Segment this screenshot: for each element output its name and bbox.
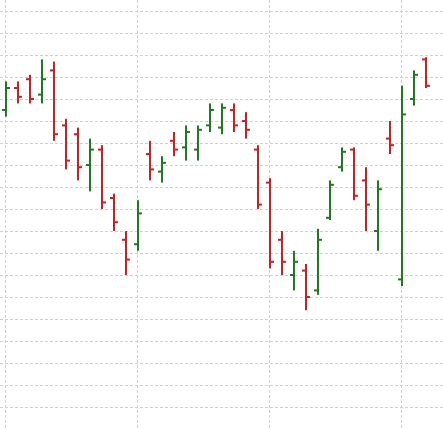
chart — [0, 0, 443, 429]
